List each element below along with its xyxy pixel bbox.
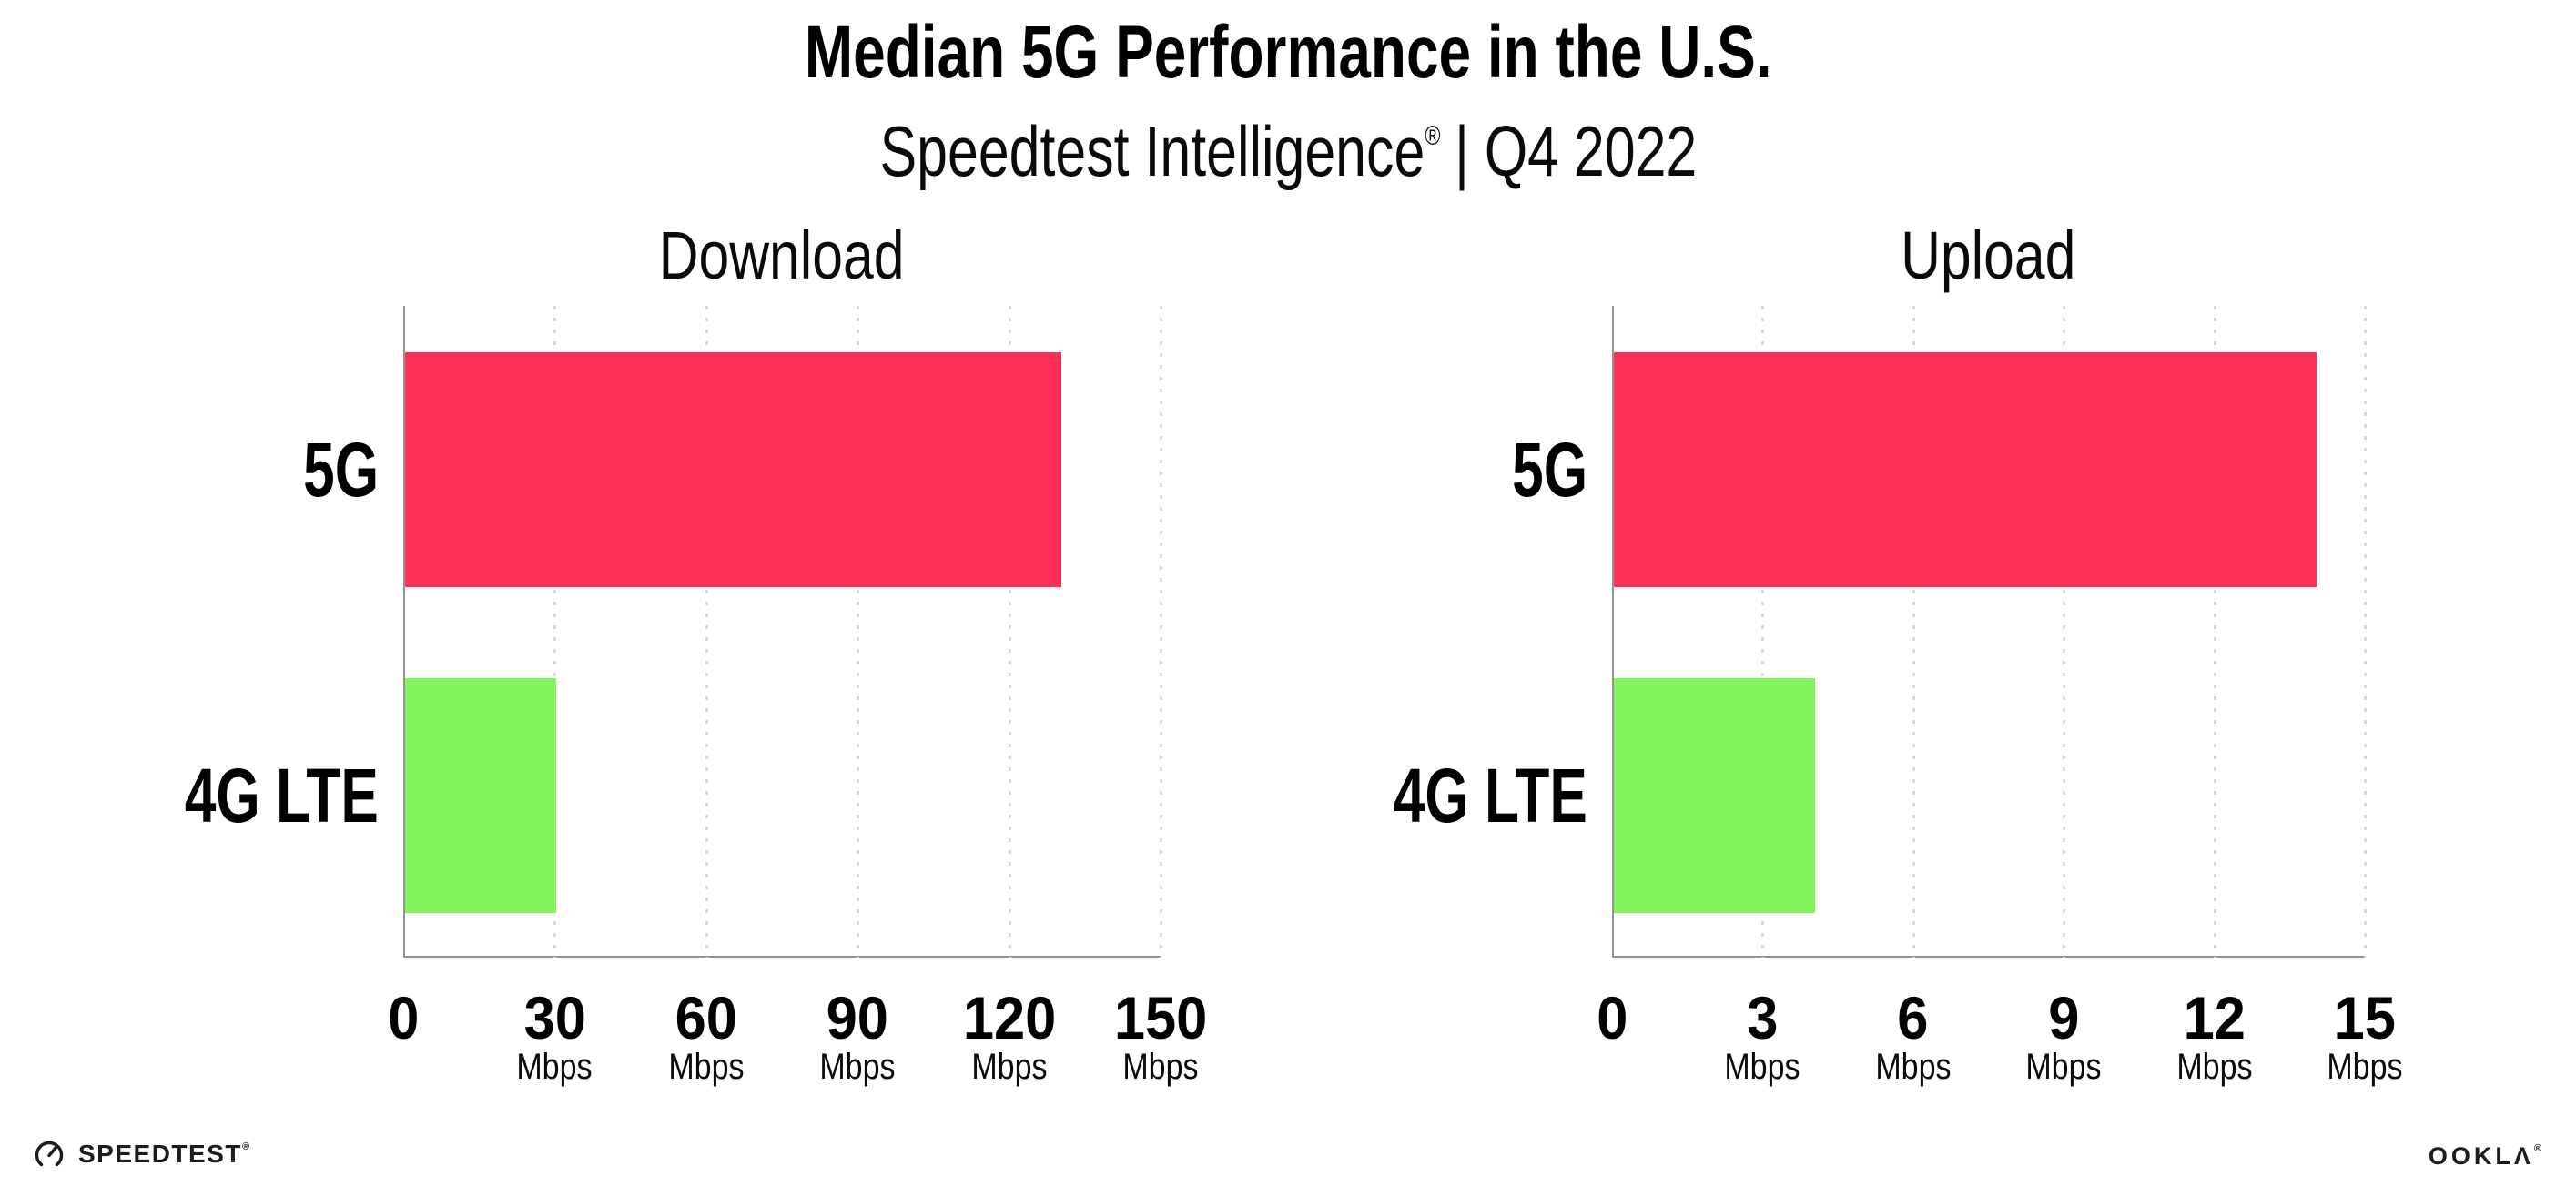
category-label-4g-lte-upload: 4G LTE [1394,753,1587,838]
gridline-upload-6 [1912,306,1915,958]
panel-title-upload: Upload [1901,218,2076,293]
tick-unit-download-150: Mbps [1122,1047,1199,1087]
gridline-upload-9 [2063,306,2066,958]
tick-unit-download-60: Mbps [668,1047,745,1087]
ookla-wordmark: OOKLΛ® [2428,1141,2545,1170]
category-label-5g-upload: 5G [1512,427,1587,512]
speedtest-trademark-icon: ® [241,1141,251,1152]
gridline-download-90 [857,306,860,958]
subtitle-brand: Speedtest Intelligence [879,111,1425,191]
tick-label-download-60: 60 [674,984,737,1051]
category-label-4g-lte-download: 4G LTE [185,753,379,838]
tick-label-download-120: 120 [962,984,1056,1051]
tick-label-download-90: 90 [827,984,889,1051]
speedtest-wordmark: SPEEDTEST® [78,1140,251,1168]
tick-unit-upload-6: Mbps [1875,1047,1952,1087]
gridline-download-150 [1160,306,1162,958]
gridline-upload-15 [2364,306,2367,958]
chart-subtitle: Speedtest Intelligence® | Q4 2022 [0,95,2576,191]
tick-unit-upload-3: Mbps [1724,1047,1800,1087]
tick-unit-download-30: Mbps [516,1047,593,1087]
gridline-upload-12 [2213,306,2216,958]
bar-5g-download [405,352,1061,587]
tick-label-download-30: 30 [523,984,586,1051]
ookla-trademark-icon: ® [2533,1142,2545,1154]
bar-4g-lte-upload [1614,678,1815,913]
tick-label-upload-6: 6 [1897,984,1929,1051]
plot-area-upload [1612,306,2365,958]
ookla-logo: OOKLΛ® [2429,1140,2545,1172]
tick-unit-download-120: Mbps [971,1047,1048,1087]
category-label-5g-download: 5G [303,427,379,512]
tick-label-upload-0: 0 [1596,984,1628,1051]
tick-unit-upload-12: Mbps [2176,1047,2253,1087]
tick-unit-upload-15: Mbps [2327,1047,2403,1087]
panel-title-download: Download [659,218,905,293]
chart-title: Median 5G Performance in the U.S. [0,11,2576,95]
tick-label-upload-3: 3 [1747,984,1779,1051]
gridline-download-120 [1008,306,1011,958]
tick-label-upload-9: 9 [2048,984,2080,1051]
registered-trademark-icon: ® [1424,121,1441,151]
tick-label-upload-12: 12 [2183,984,2246,1051]
tick-label-upload-15: 15 [2333,984,2397,1051]
subtitle-period: | Q4 2022 [1454,111,1697,191]
speedtest-gauge-icon [35,1141,64,1167]
tick-label-download-0: 0 [387,984,420,1051]
tick-unit-download-90: Mbps [819,1047,896,1087]
bar-5g-upload [1614,352,2317,587]
gridline-download-60 [705,306,708,958]
tick-label-download-150: 150 [1113,984,1208,1051]
gridline-download-30 [553,306,557,958]
chart-title-text: Median 5G Performance in the U.S. [804,11,1772,94]
tick-unit-upload-9: Mbps [2025,1047,2102,1087]
speedtest-logo: SPEEDTEST® [31,1134,251,1174]
plot-area-download [403,306,1161,958]
bar-4g-lte-download [405,678,556,913]
gridline-upload-3 [1761,306,1765,958]
